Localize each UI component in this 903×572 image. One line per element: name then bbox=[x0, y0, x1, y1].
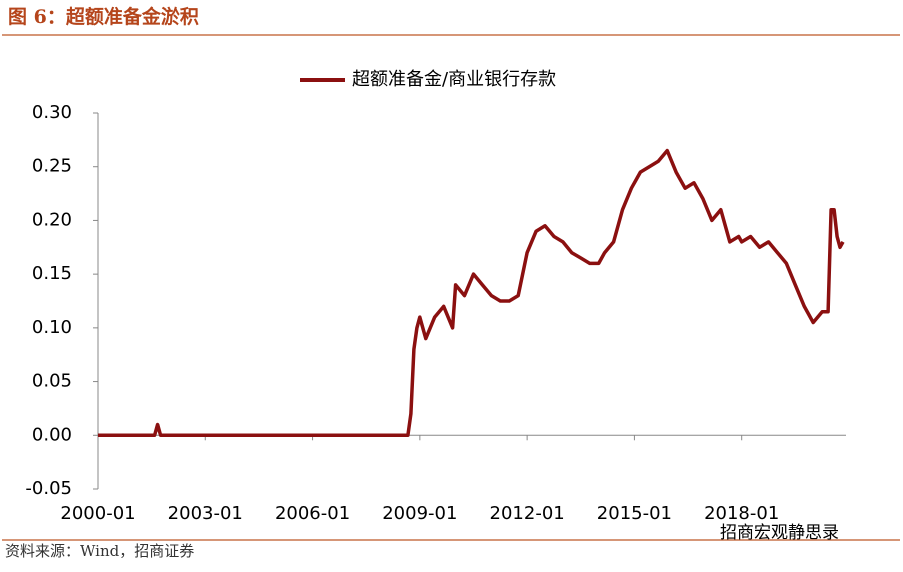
x-tick-label: 2018-01 bbox=[704, 503, 779, 524]
y-tick-label: 0.10 bbox=[32, 317, 72, 338]
x-tick-label: 2015-01 bbox=[597, 503, 672, 524]
y-tick-label: 0.05 bbox=[32, 371, 72, 392]
source: 资料来源：Wind，招商证券 bbox=[5, 542, 194, 560]
y-tick-label: 0.20 bbox=[32, 209, 72, 230]
chart-title: 图 6：超额准备金淤积 bbox=[8, 5, 199, 28]
y-tick-label: -0.05 bbox=[25, 478, 72, 499]
x-tick-label: 2003-01 bbox=[168, 503, 243, 524]
y-tick-label: 0.00 bbox=[32, 424, 72, 445]
y-tick-label: 0.30 bbox=[32, 102, 72, 123]
x-tick-label: 2000-01 bbox=[60, 503, 135, 524]
x-tick-label: 2009-01 bbox=[382, 503, 457, 524]
watermark: 招商宏观静思录 bbox=[720, 523, 839, 543]
y-tick-label: 0.15 bbox=[32, 263, 72, 284]
legend-label: 超额准备金/商业银行存款 bbox=[352, 69, 556, 90]
line-series bbox=[98, 148, 845, 438]
y-tick-label: 0.25 bbox=[32, 156, 72, 177]
x-tick-label: 2006-01 bbox=[275, 503, 350, 524]
x-tick-label: 2012-01 bbox=[490, 503, 565, 524]
